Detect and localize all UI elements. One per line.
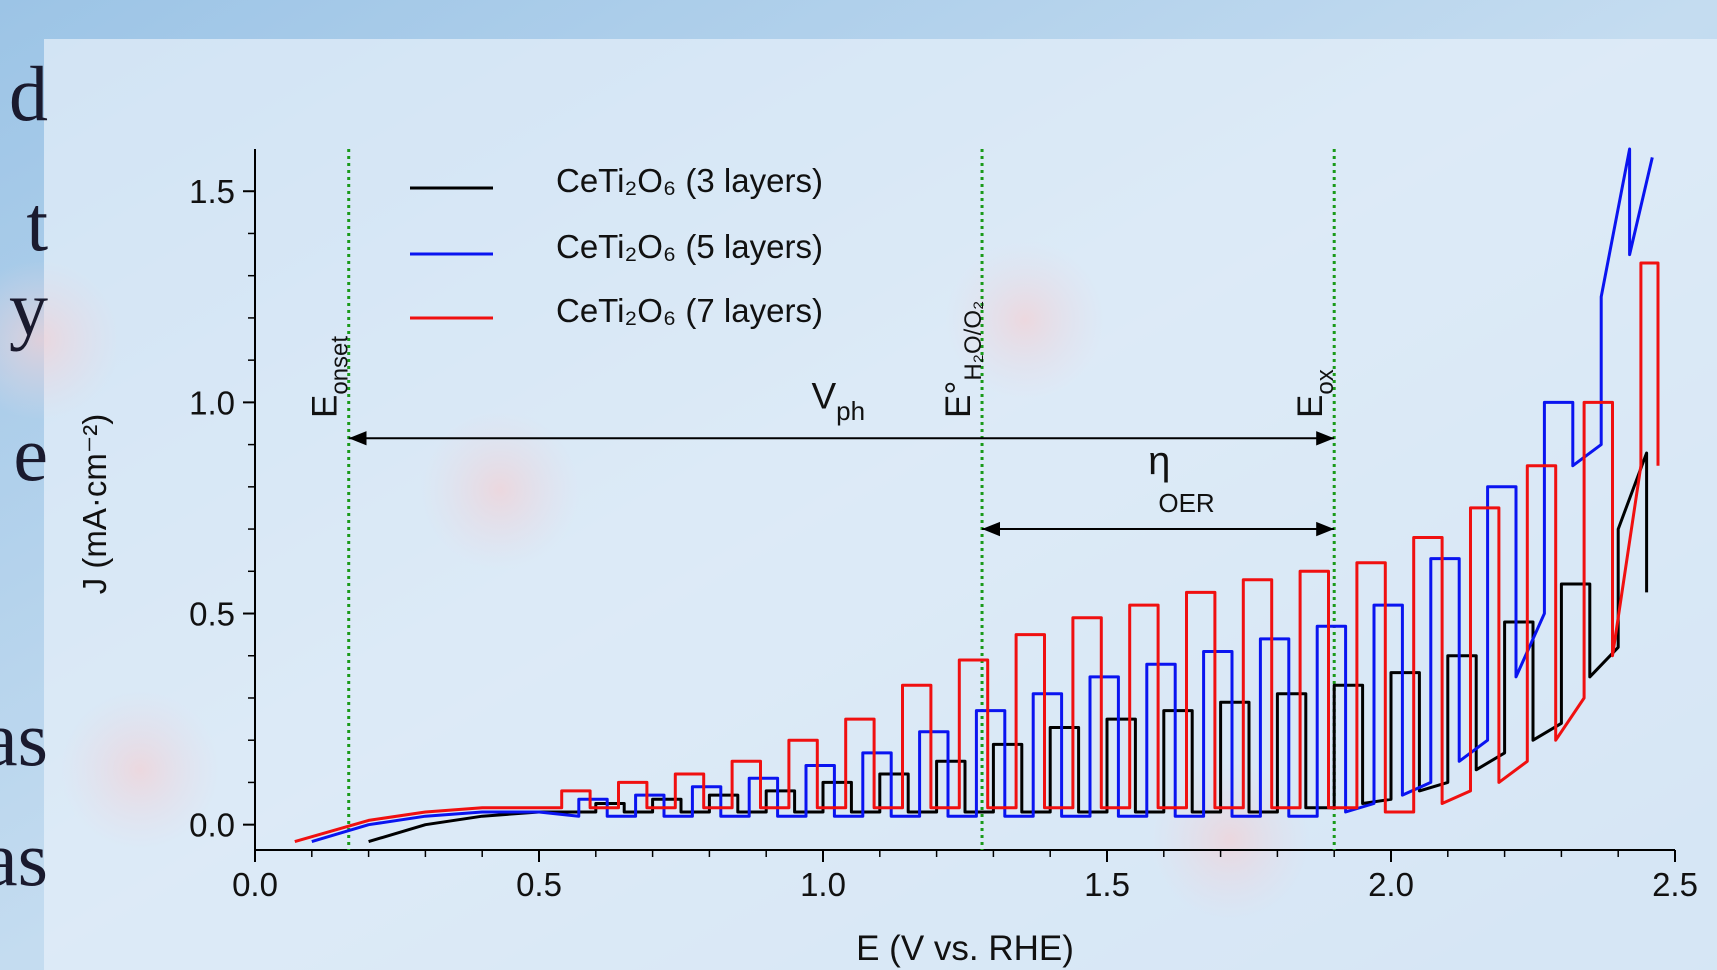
legend-label: CeTi₂O₆ (3 layers) — [556, 162, 823, 199]
x-tick-label: 2.0 — [1368, 866, 1414, 903]
legend-label: CeTi₂O₆ (5 layers) — [556, 228, 823, 265]
y-tick-label: 0.0 — [189, 807, 235, 844]
legend-label: CeTi₂O₆ (7 layers) — [556, 292, 823, 329]
arrow-label-sub: ph — [836, 396, 865, 426]
y-axis-label: J (mA·cm⁻²) — [76, 414, 113, 595]
arrow-label-main: η — [1148, 439, 1170, 483]
plot: 0.0 0.5 1.0 1.5 2.0 2.5 0.0 0.5 1.0 1.5 E (V vs. R… — [76, 147, 1698, 968]
marker-label-main: E° — [939, 381, 978, 418]
series-line — [311, 147, 1654, 844]
y-tick-label: 0.5 — [189, 596, 235, 633]
slide-fragment: d — [9, 50, 48, 137]
arrow-label: η OER — [1148, 439, 1215, 518]
marker-label: Eox — [1291, 369, 1339, 418]
arrow-label: Vph — [811, 375, 865, 426]
marker-label-sub: ox — [1312, 369, 1339, 394]
slide-fragment: y — [9, 265, 48, 352]
y-tick-label: 1.5 — [189, 173, 235, 210]
x-tick-label: 0.0 — [232, 866, 278, 903]
marker-label: Eonset — [306, 336, 354, 418]
x-tick-label: 1.0 — [800, 866, 846, 903]
decor — [0, 240, 1310, 920]
y-tick-label: 1.0 — [189, 384, 235, 421]
slide-fragment: t — [26, 180, 48, 267]
x-tick-label: 2.5 — [1652, 866, 1698, 903]
marker-label-sub: onset — [327, 336, 354, 395]
slide-fragment: as — [0, 695, 48, 782]
slide-fragment: e — [13, 410, 48, 497]
marker-label: E°H₂O/O₂ — [939, 301, 987, 418]
x-axis-label: E (V vs. RHE) — [856, 929, 1074, 968]
x-tick-label: 0.5 — [516, 866, 562, 903]
content-panel — [44, 39, 1717, 970]
slide-fragment: as — [0, 815, 48, 902]
marker-label-main: E — [1291, 395, 1330, 418]
arrow-label-sub: OER — [1158, 488, 1214, 518]
series-line — [294, 261, 1660, 844]
arrow-label-main: V — [811, 375, 836, 416]
marker-label-sub: H₂O/O₂ — [960, 301, 987, 381]
x-tick-label: 1.5 — [1084, 866, 1130, 903]
marker-label-main: E — [306, 395, 345, 418]
